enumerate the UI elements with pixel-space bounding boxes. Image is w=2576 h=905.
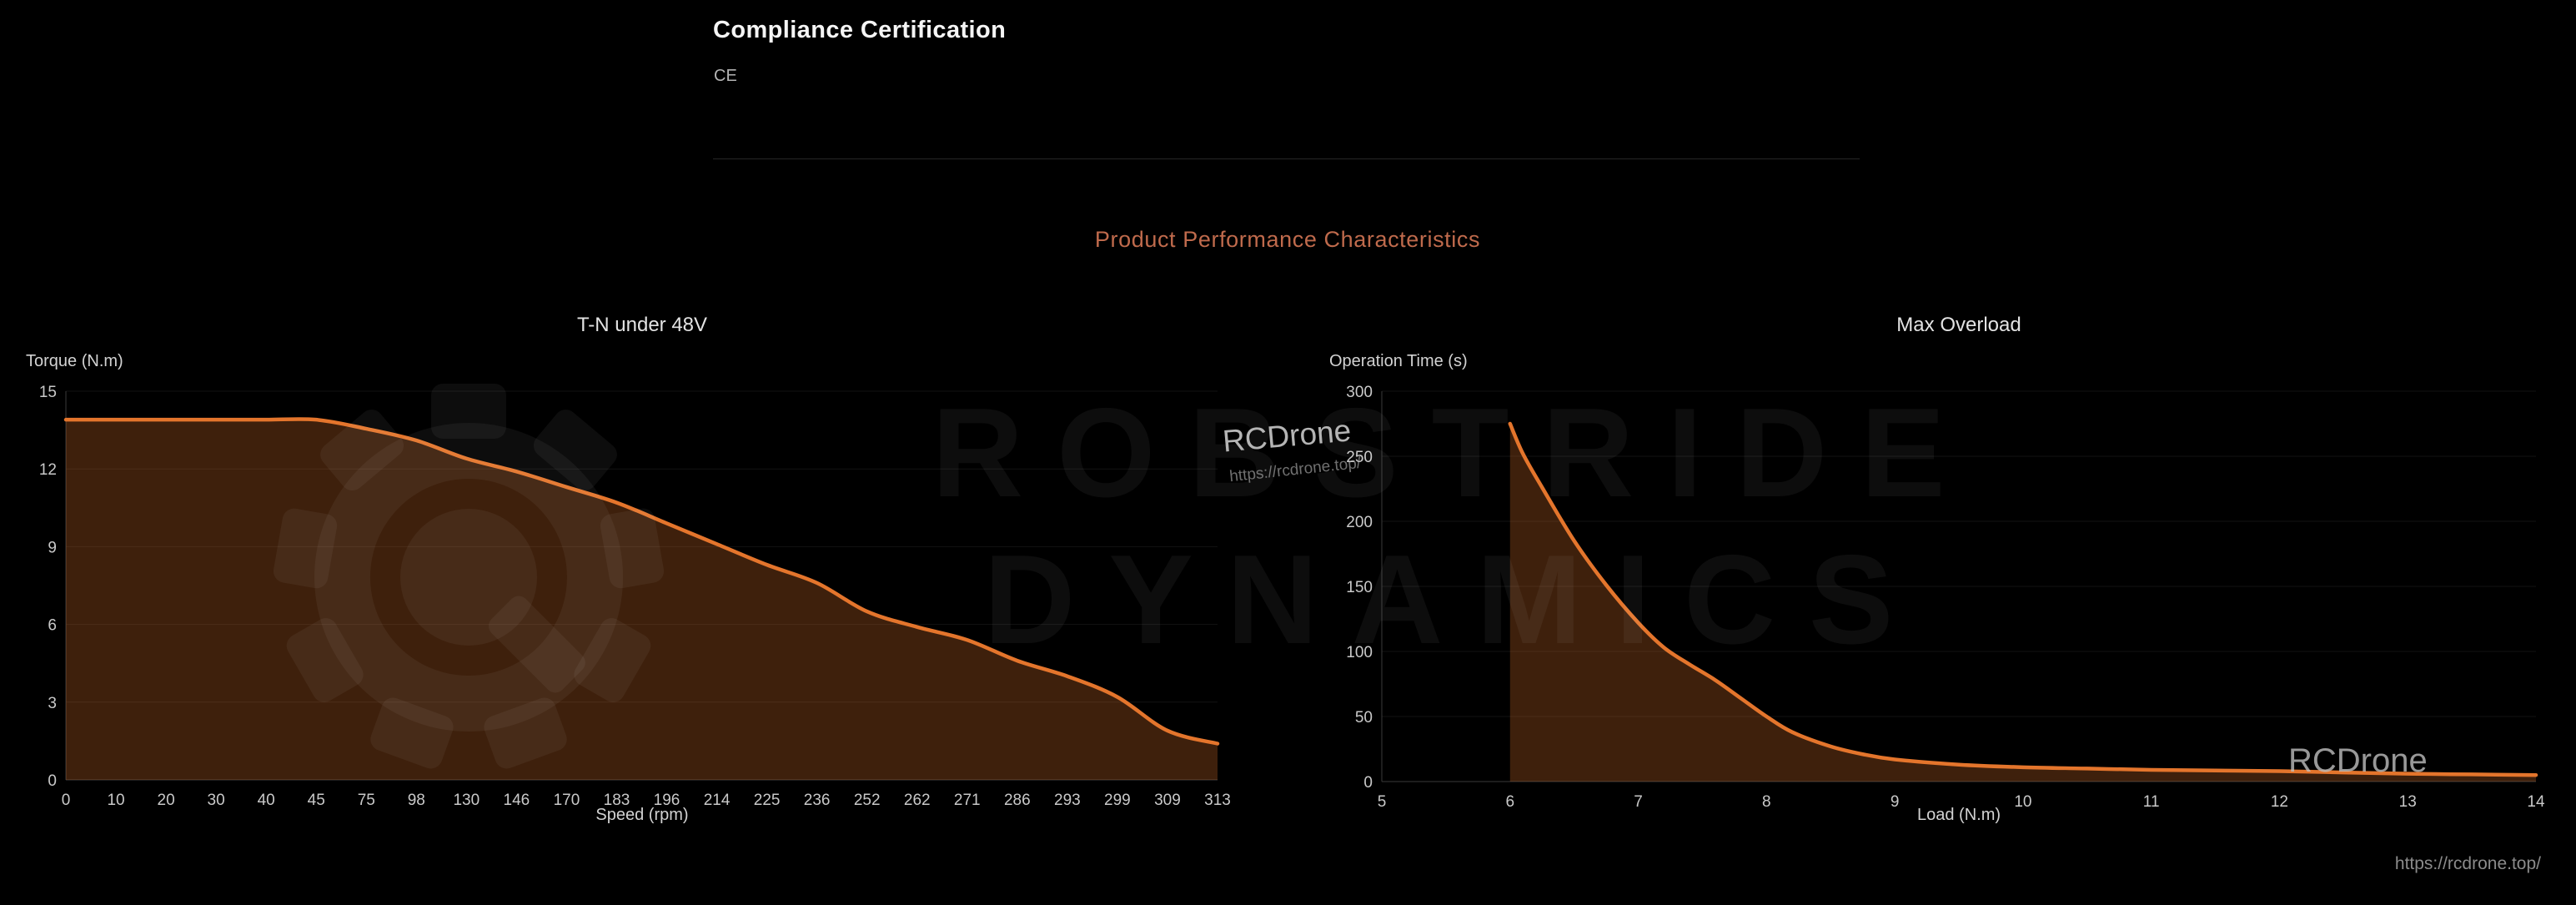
x-tick-label: 9 xyxy=(1891,793,1900,811)
gear-tooth xyxy=(533,410,617,491)
x-tick-label: 170 xyxy=(554,792,580,809)
series-area xyxy=(66,419,1218,780)
x-tick-label: 286 xyxy=(1004,792,1031,809)
x-tick-label: 271 xyxy=(954,792,981,809)
y-tick-label: 100 xyxy=(1346,644,1373,661)
x-tick-label: 214 xyxy=(704,792,731,809)
gear-icon-shape xyxy=(273,384,665,769)
chart2-y-axis-name: Operation Time (s) xyxy=(1329,352,1468,370)
gear-tooth xyxy=(431,384,506,439)
divider xyxy=(713,158,1860,159)
x-tick-label: 252 xyxy=(854,792,881,809)
y-tick-label: 9 xyxy=(48,539,57,556)
x-tick-label: 14 xyxy=(2527,793,2545,811)
x-tick-label: 236 xyxy=(804,792,831,809)
x-tick-label: 11 xyxy=(2143,793,2160,811)
x-tick-label: 196 xyxy=(654,792,680,809)
section-title: Product Performance Characteristics xyxy=(1094,227,1481,252)
x-tick-label: 293 xyxy=(1054,792,1081,809)
chart1-x-axis-name: Speed (rpm) xyxy=(595,806,689,824)
certification-value: CE xyxy=(714,67,737,85)
x-tick-label: 7 xyxy=(1634,793,1643,811)
y-tick-label: 200 xyxy=(1346,514,1373,531)
y-tick-label: 15 xyxy=(39,384,57,401)
x-tick-label: 146 xyxy=(504,792,530,809)
y-tick-label: 3 xyxy=(48,695,57,712)
x-tick-label: 183 xyxy=(604,792,630,809)
y-tick-label: 300 xyxy=(1346,384,1373,401)
series-line xyxy=(63,417,1220,746)
y-tick-label: 250 xyxy=(1346,449,1373,466)
x-tick-label: 262 xyxy=(904,792,931,809)
gear-tooth xyxy=(574,618,651,702)
x-tick-label: 10 xyxy=(107,792,124,809)
footer-url: https://rcdrone.top/ xyxy=(2394,854,2541,873)
tn-curve-chart: 0 3 6 9 12 15 0 10 20 30 40 45 75 98 130 146 170 183 196 21… xyxy=(39,384,1231,809)
y-tick-label: 0 xyxy=(1363,774,1373,792)
y-tick-label: 12 xyxy=(39,461,57,479)
x-tick-label: 309 xyxy=(1154,792,1181,809)
x-tick-label: 75 xyxy=(358,792,375,809)
x-tick-label: 6 xyxy=(1505,793,1514,811)
series-line xyxy=(1508,421,2538,777)
x-tick-label: 13 xyxy=(2399,793,2417,811)
gear-tooth xyxy=(484,697,567,769)
x-tick-label: 8 xyxy=(1762,793,1771,811)
gear-tooth xyxy=(320,410,404,491)
x-tick-label: 130 xyxy=(453,792,480,809)
chart1-y-axis-name: Torque (N.m) xyxy=(26,352,123,370)
chart1-title: T-N under 48V xyxy=(576,314,708,336)
y-tick-label: 0 xyxy=(48,772,57,790)
y-tick-label: 150 xyxy=(1346,579,1373,596)
x-tick-label: 45 xyxy=(308,792,325,809)
x-tick-label: 0 xyxy=(62,792,71,809)
x-tick-label: 10 xyxy=(2014,793,2031,811)
x-tick-label: 299 xyxy=(1104,792,1131,809)
x-tick-label: 12 xyxy=(2271,793,2288,811)
gear-tooth xyxy=(370,697,454,769)
gear-tooth xyxy=(600,508,665,589)
y-tick-label: 50 xyxy=(1355,709,1373,727)
gear-tooth xyxy=(273,508,338,589)
x-tick-label: 98 xyxy=(408,792,425,809)
x-tick-label: 313 xyxy=(1204,792,1231,809)
x-tick-label: 225 xyxy=(754,792,781,809)
chart2-title: Max Overload xyxy=(1896,314,2021,336)
max-overload-chart: 0 50 100 150 200 250 300 5 6 7 8 9 10 11 12 13 14 xyxy=(1346,384,2545,811)
series-area xyxy=(1509,424,2536,782)
x-tick-label: 20 xyxy=(158,792,175,809)
chart2-x-axis-name: Load (N.m) xyxy=(1916,806,2001,824)
x-tick-label: 30 xyxy=(208,792,225,809)
x-tick-label: 5 xyxy=(1378,793,1387,811)
y-tick-label: 6 xyxy=(48,617,57,635)
x-tick-label: 40 xyxy=(258,792,275,809)
gear-tooth xyxy=(286,618,364,702)
page-title: Compliance Certification xyxy=(713,17,1007,43)
gear-icon xyxy=(273,384,665,769)
